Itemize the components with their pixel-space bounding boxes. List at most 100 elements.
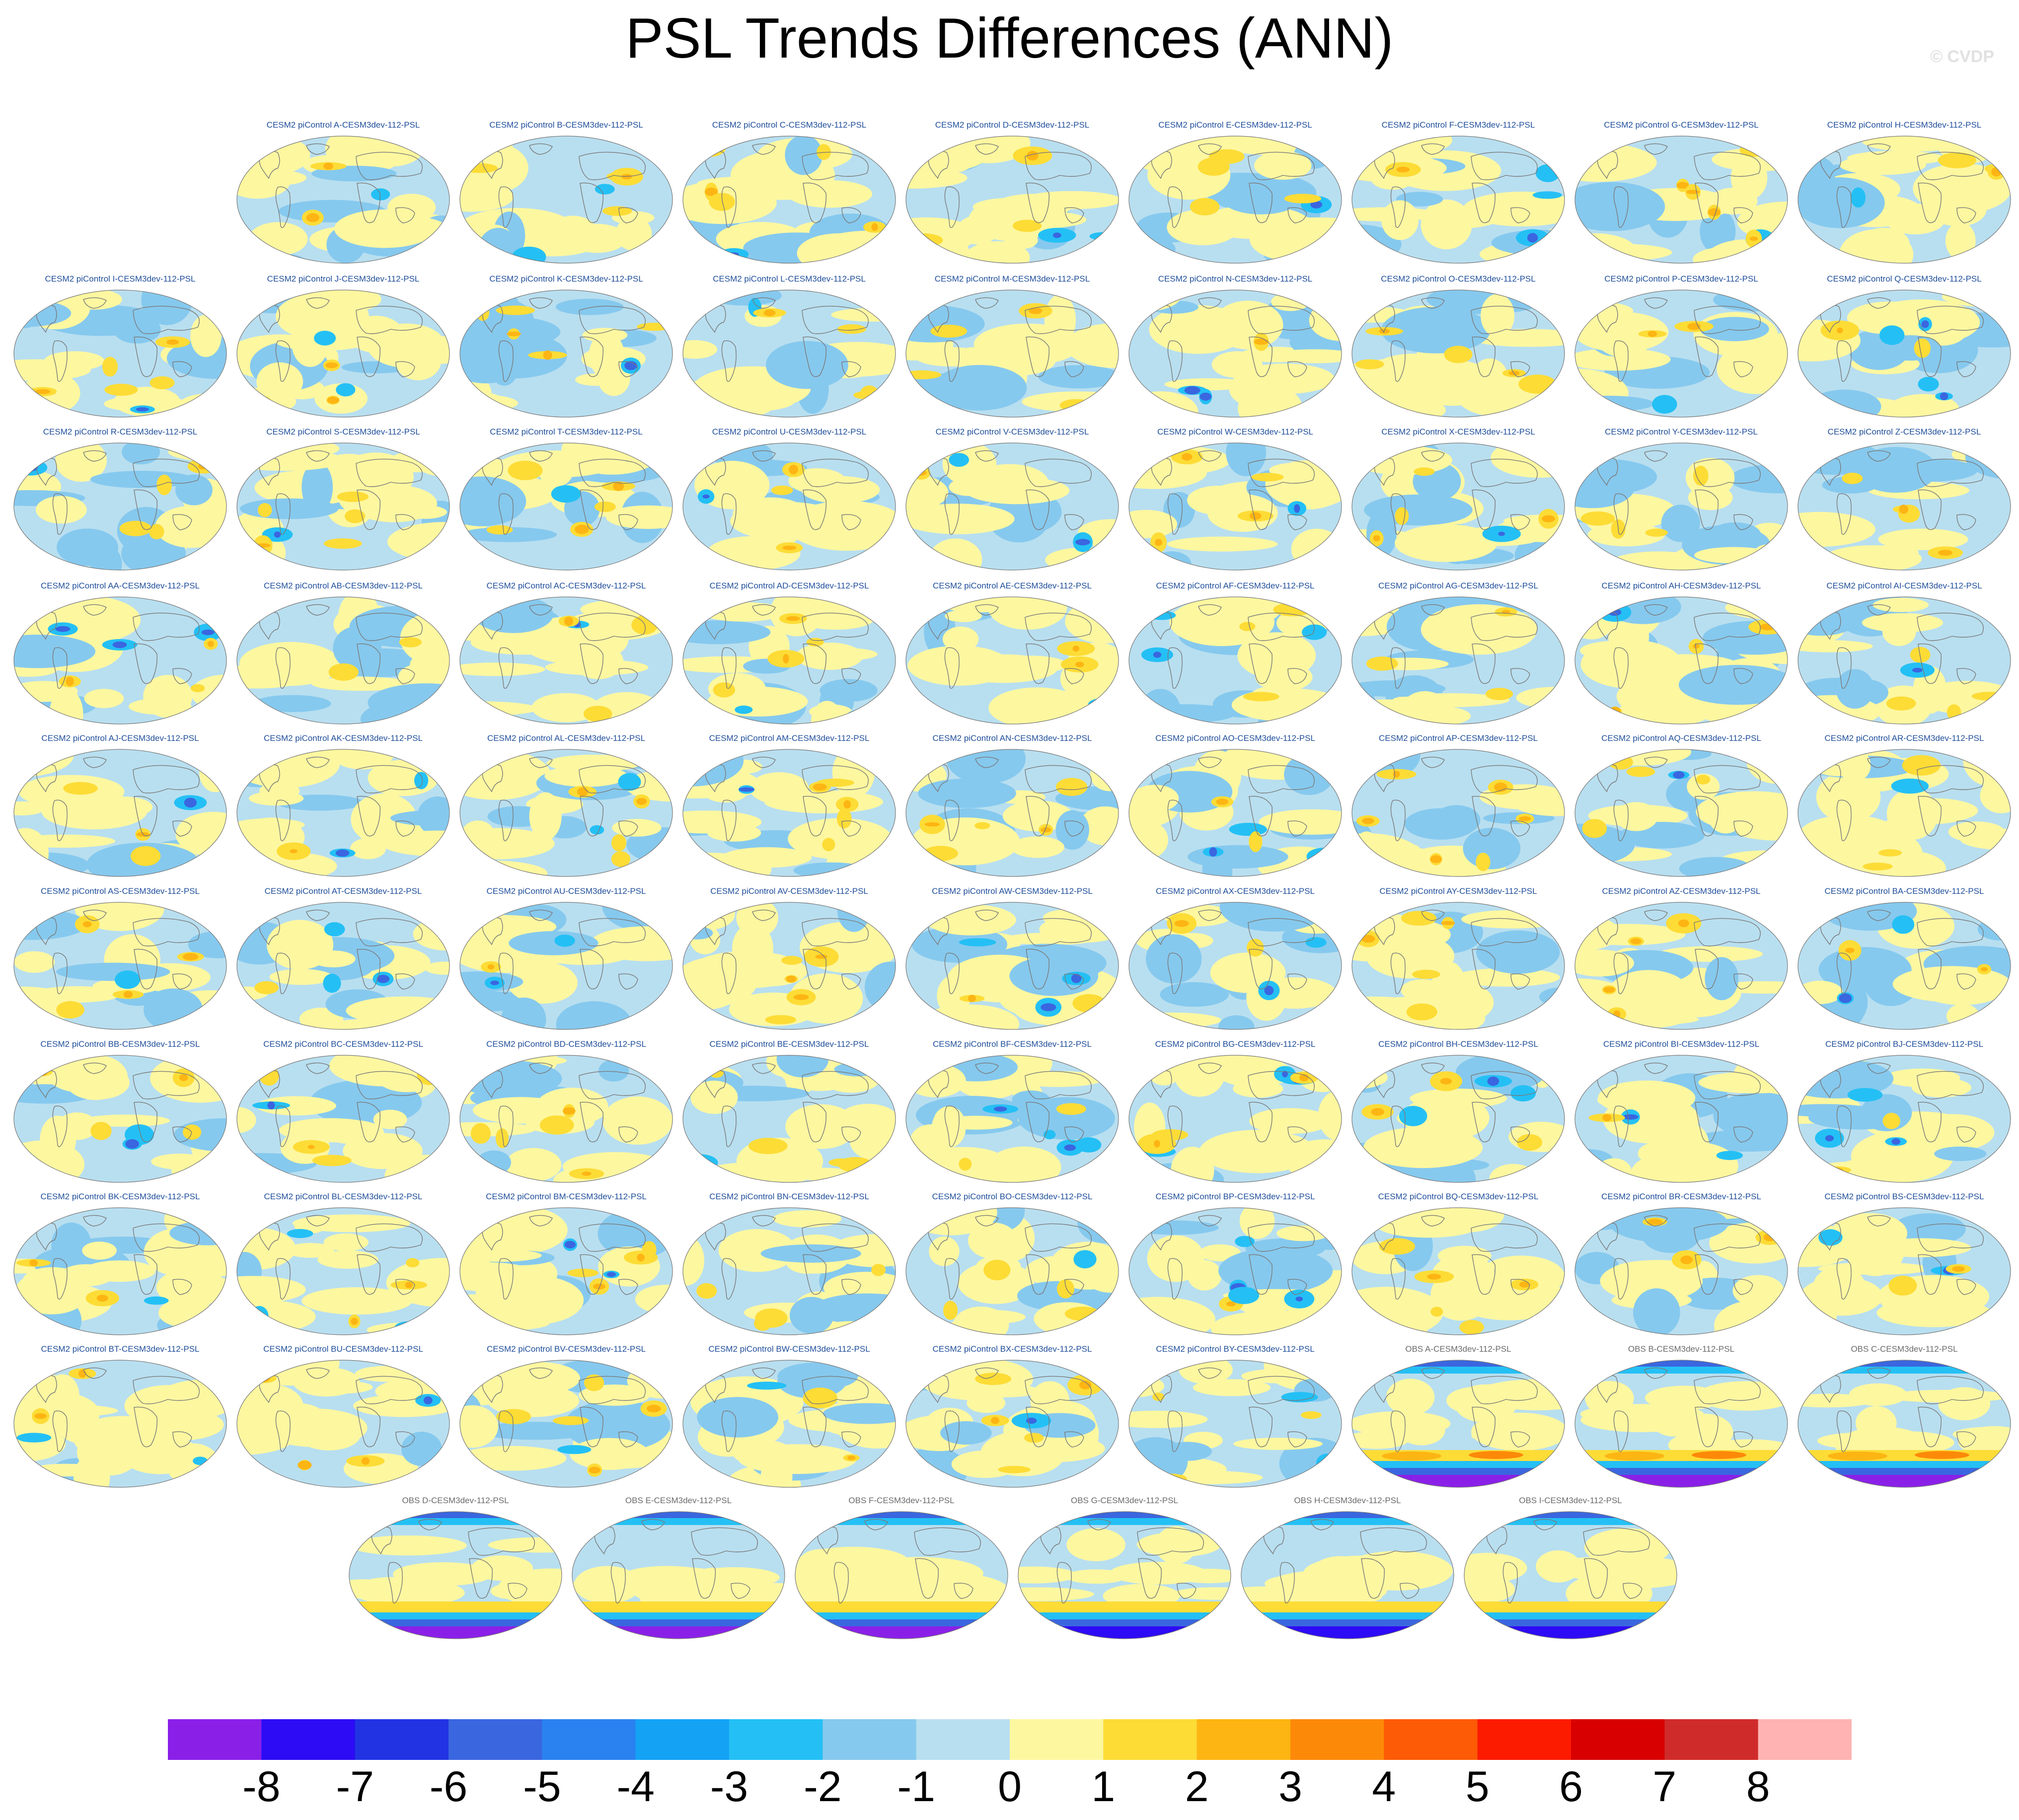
globe-map (13, 596, 227, 725)
map-field (1352, 443, 1565, 570)
map-panel: CESM2 piControl AE-CESM3dev-112-PSL (901, 578, 1123, 730)
globe-map (349, 1511, 562, 1639)
map-panel: CESM2 piControl G-CESM3dev-112-PSL (1570, 117, 1793, 270)
panel-title: CESM2 piControl AG-CESM3dev-112-PSL (1378, 581, 1538, 590)
map-field (1798, 902, 2011, 1029)
map-panel: CESM2 piControl AV-CESM3dev-112-PSL (678, 883, 900, 1036)
map-field (683, 136, 896, 263)
panel-title: CESM2 piControl T-CESM3dev-112-PSL (490, 427, 643, 437)
map-field (906, 136, 1119, 263)
map-field (683, 749, 896, 876)
map-panel: CESM2 piControl AX-CESM3dev-112-PSL (1124, 883, 1346, 1036)
globe-map (905, 1360, 1119, 1488)
panel-title: CESM2 piControl BL-CESM3dev-112-PSL (264, 1192, 423, 1201)
map-panel: CESM2 piControl BB-CESM3dev-112-PSL (9, 1036, 231, 1189)
map-field (1575, 597, 1788, 724)
globe-map (1128, 136, 1342, 264)
panel-title: OBS B-CESM3dev-112-PSL (1628, 1344, 1735, 1354)
globe-map (1351, 1055, 1565, 1183)
map-panel: OBS G-CESM3dev-112-PSL (1013, 1492, 1236, 1645)
map-panel: CESM2 piControl BV-CESM3dev-112-PSL (455, 1341, 677, 1494)
map-field (1575, 1360, 1788, 1487)
globe-map (1128, 1360, 1342, 1488)
map-panel: CESM2 piControl BX-CESM3dev-112-PSL (901, 1341, 1123, 1494)
map-panel: CESM2 piControl AW-CESM3dev-112-PSL (901, 883, 1123, 1036)
globe-map (236, 749, 450, 877)
globe-map (13, 442, 227, 571)
panel-title: CESM2 piControl BJ-CESM3dev-112-PSL (1825, 1039, 1984, 1049)
map-panel: CESM2 piControl Z-CESM3dev-112-PSL (1793, 424, 2016, 577)
map-panel: CESM2 piControl S-CESM3dev-112-PSL (232, 424, 454, 577)
map-field (237, 1208, 449, 1335)
map-panel: CESM2 piControl AG-CESM3dev-112-PSL (1347, 578, 1570, 730)
panel-title: CESM2 piControl BV-CESM3dev-112-PSL (487, 1344, 646, 1354)
globe-map (1351, 1360, 1565, 1488)
globe-map (236, 136, 450, 264)
map-panel: CESM2 piControl AT-CESM3dev-112-PSL (232, 883, 454, 1036)
globe-map (13, 1207, 227, 1335)
map-field (1241, 1512, 1454, 1639)
map-panel: CESM2 piControl BM-CESM3dev-112-PSL (455, 1188, 677, 1341)
panel-title: OBS A-CESM3dev-112-PSL (1405, 1344, 1511, 1354)
map-field (1575, 1055, 1788, 1182)
panel-title: CESM2 piControl AZ-CESM3dev-112-PSL (1602, 886, 1761, 896)
panel-title: CESM2 piControl Q-CESM3dev-112-PSL (1827, 274, 1982, 284)
map-field (1798, 1360, 2011, 1487)
colorbar-swatch (355, 1719, 449, 1760)
map-field (683, 290, 896, 417)
globe-map (1128, 290, 1342, 418)
panel-title: CESM2 piControl E-CESM3dev-112-PSL (1158, 120, 1312, 130)
map-panel: CESM2 piControl BP-CESM3dev-112-PSL (1124, 1188, 1346, 1341)
map-field (906, 902, 1119, 1029)
map-panel: CESM2 piControl BD-CESM3dev-112-PSL (455, 1036, 677, 1189)
map-field (1129, 443, 1342, 570)
panel-title: CESM2 piControl BK-CESM3dev-112-PSL (40, 1192, 200, 1201)
globe-map (236, 1360, 450, 1488)
globe-map (1797, 442, 2011, 571)
panel-title: CESM2 piControl J-CESM3dev-112-PSL (267, 274, 420, 284)
map-panel: CESM2 piControl AB-CESM3dev-112-PSL (232, 578, 454, 730)
panel-title: CESM2 piControl V-CESM3dev-112-PSL (935, 427, 1089, 437)
globe-map (682, 1055, 896, 1183)
colorbar-tick-label: 8 (1746, 1763, 1770, 1811)
colorbar-tick-label: -4 (616, 1763, 655, 1811)
globe-map (682, 596, 896, 725)
map-panel: CESM2 piControl A-CESM3dev-112-PSL (232, 117, 454, 270)
map-panel: CESM2 piControl BA-CESM3dev-112-PSL (1793, 883, 2016, 1036)
map-field (1129, 597, 1342, 724)
map-panel: CESM2 piControl BY-CESM3dev-112-PSL (1124, 1341, 1346, 1494)
globe-map (1574, 290, 1788, 418)
globe-map (905, 442, 1119, 571)
panel-title: CESM2 piControl BU-CESM3dev-112-PSL (263, 1344, 423, 1354)
map-field (1129, 1055, 1342, 1182)
map-panel: CESM2 piControl AS-CESM3dev-112-PSL (9, 883, 231, 1036)
panel-title: CESM2 piControl AF-CESM3dev-112-PSL (1156, 581, 1315, 590)
panel-title: CESM2 piControl BB-CESM3dev-112-PSL (40, 1039, 200, 1049)
map-field (1129, 902, 1342, 1029)
map-field (1129, 1360, 1342, 1487)
map-panel: CESM2 piControl BC-CESM3dev-112-PSL (232, 1036, 454, 1189)
map-field (14, 597, 226, 724)
globe-map (236, 1055, 450, 1183)
panel-title: CESM2 piControl BN-CESM3dev-112-PSL (709, 1192, 869, 1201)
globe-map (1797, 1360, 2011, 1488)
map-panel: CESM2 piControl BT-CESM3dev-112-PSL (9, 1341, 231, 1494)
map-field (1575, 290, 1788, 417)
map-field (1352, 902, 1565, 1029)
panel-title: CESM2 piControl AN-CESM3dev-112-PSL (932, 733, 1092, 743)
globe-map (572, 1511, 785, 1639)
map-field (683, 1208, 896, 1335)
map-field (683, 443, 896, 570)
map-field (14, 290, 226, 417)
map-field (1798, 443, 2011, 570)
globe-map (905, 136, 1119, 264)
map-field (1575, 443, 1788, 570)
colorbar-swatch (168, 1719, 262, 1760)
map-field (1352, 597, 1565, 724)
map-panel: CESM2 piControl BS-CESM3dev-112-PSL (1793, 1188, 2016, 1341)
colorbar-tick-label: -6 (429, 1763, 468, 1811)
globe-map (459, 136, 673, 264)
map-panel: CESM2 piControl AZ-CESM3dev-112-PSL (1570, 883, 1793, 1036)
map-field (1798, 290, 2011, 417)
map-panel: CESM2 piControl AA-CESM3dev-112-PSL (9, 578, 231, 730)
